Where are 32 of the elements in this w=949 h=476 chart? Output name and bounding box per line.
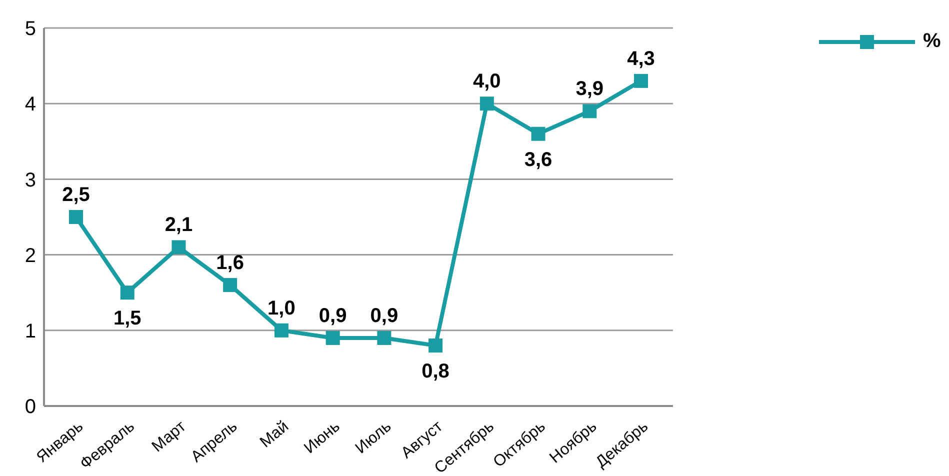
- point: [223, 278, 238, 292]
- x-tick-label: Май: [257, 418, 292, 452]
- point: [120, 286, 134, 300]
- y-tick-label: 5: [24, 18, 36, 40]
- point: [69, 210, 83, 224]
- data-label: 4,0: [473, 70, 501, 93]
- point: [634, 74, 648, 88]
- data-label: 4,3: [627, 48, 655, 70]
- data-label: 1,0: [268, 297, 296, 320]
- y-tick-label: 2: [24, 244, 36, 267]
- point: [377, 330, 392, 345]
- y-tick-label: 0: [24, 396, 36, 418]
- point: [428, 338, 443, 353]
- point: [172, 240, 186, 254]
- data-label: 2,1: [164, 214, 193, 236]
- y-tick-label: 3: [24, 169, 36, 192]
- data-label: 3,9: [576, 78, 604, 100]
- point: [531, 126, 546, 141]
- y-tick-label: 4: [24, 94, 36, 116]
- y-tick-label: 1: [24, 320, 36, 342]
- data-label: 3,6: [524, 148, 552, 171]
- data-label: 0,8: [422, 360, 450, 383]
- point: [326, 330, 340, 345]
- point: [582, 104, 597, 118]
- data-label: 0,9: [318, 304, 347, 327]
- data-label: 1,6: [216, 252, 244, 274]
- data-label: 1,5: [113, 308, 142, 330]
- point: [480, 96, 494, 111]
- data-label: 2,5: [62, 184, 90, 206]
- data-label: 0,9: [370, 304, 398, 327]
- point: [274, 323, 288, 338]
- legend-label: %: [923, 30, 941, 53]
